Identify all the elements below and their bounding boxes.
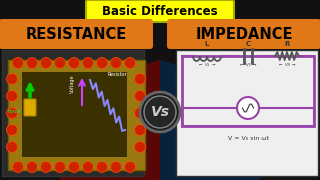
Polygon shape — [160, 60, 260, 180]
Text: IMPEDANCE: IMPEDANCE — [195, 26, 293, 42]
Circle shape — [134, 107, 146, 118]
Circle shape — [144, 96, 176, 128]
Circle shape — [83, 161, 93, 172]
Circle shape — [97, 161, 108, 172]
Circle shape — [68, 161, 79, 172]
Circle shape — [54, 161, 66, 172]
FancyBboxPatch shape — [176, 50, 318, 176]
Circle shape — [68, 57, 79, 69]
Circle shape — [237, 97, 259, 119]
Text: RESISTANCE: RESISTANCE — [25, 26, 127, 42]
Polygon shape — [60, 60, 160, 180]
Circle shape — [27, 161, 37, 172]
FancyBboxPatch shape — [86, 0, 234, 22]
FancyBboxPatch shape — [24, 99, 36, 116]
Circle shape — [6, 107, 18, 118]
Circle shape — [134, 73, 146, 84]
FancyBboxPatch shape — [2, 50, 144, 176]
FancyBboxPatch shape — [0, 19, 153, 49]
FancyBboxPatch shape — [182, 56, 314, 126]
Text: Resistor: Resistor — [108, 72, 128, 77]
Circle shape — [110, 161, 122, 172]
Circle shape — [12, 161, 23, 172]
Circle shape — [6, 91, 18, 102]
Circle shape — [134, 141, 146, 152]
Circle shape — [134, 125, 146, 136]
Text: $\leftarrow$ V$_C$ $\rightarrow$: $\leftarrow$ V$_C$ $\rightarrow$ — [239, 61, 257, 69]
Circle shape — [83, 57, 93, 69]
Circle shape — [124, 161, 135, 172]
Polygon shape — [8, 60, 145, 170]
FancyBboxPatch shape — [22, 72, 127, 157]
Circle shape — [54, 57, 66, 69]
Text: C: C — [245, 41, 251, 47]
Circle shape — [134, 91, 146, 102]
Circle shape — [6, 73, 18, 84]
Text: Basic Differences: Basic Differences — [102, 5, 218, 18]
Circle shape — [97, 57, 108, 69]
Text: R: R — [284, 41, 290, 47]
Text: Vs: Vs — [150, 105, 170, 119]
Text: $\leftarrow$ V$_L$ $\rightarrow$: $\leftarrow$ V$_L$ $\rightarrow$ — [198, 61, 216, 69]
Circle shape — [41, 161, 52, 172]
Circle shape — [124, 57, 135, 69]
Text: $\leftarrow$ V$_R$ $\rightarrow$: $\leftarrow$ V$_R$ $\rightarrow$ — [278, 61, 296, 69]
Text: Voltage: Voltage — [70, 75, 75, 93]
Circle shape — [6, 125, 18, 136]
Text: L: L — [205, 41, 209, 47]
Circle shape — [140, 92, 180, 132]
Circle shape — [110, 57, 122, 69]
Circle shape — [12, 57, 23, 69]
Text: V = V₀ sin ωt: V = V₀ sin ωt — [228, 136, 268, 141]
Circle shape — [41, 57, 52, 69]
Circle shape — [6, 141, 18, 152]
Circle shape — [27, 57, 37, 69]
FancyBboxPatch shape — [167, 19, 320, 49]
Text: Force: Force — [8, 109, 21, 114]
